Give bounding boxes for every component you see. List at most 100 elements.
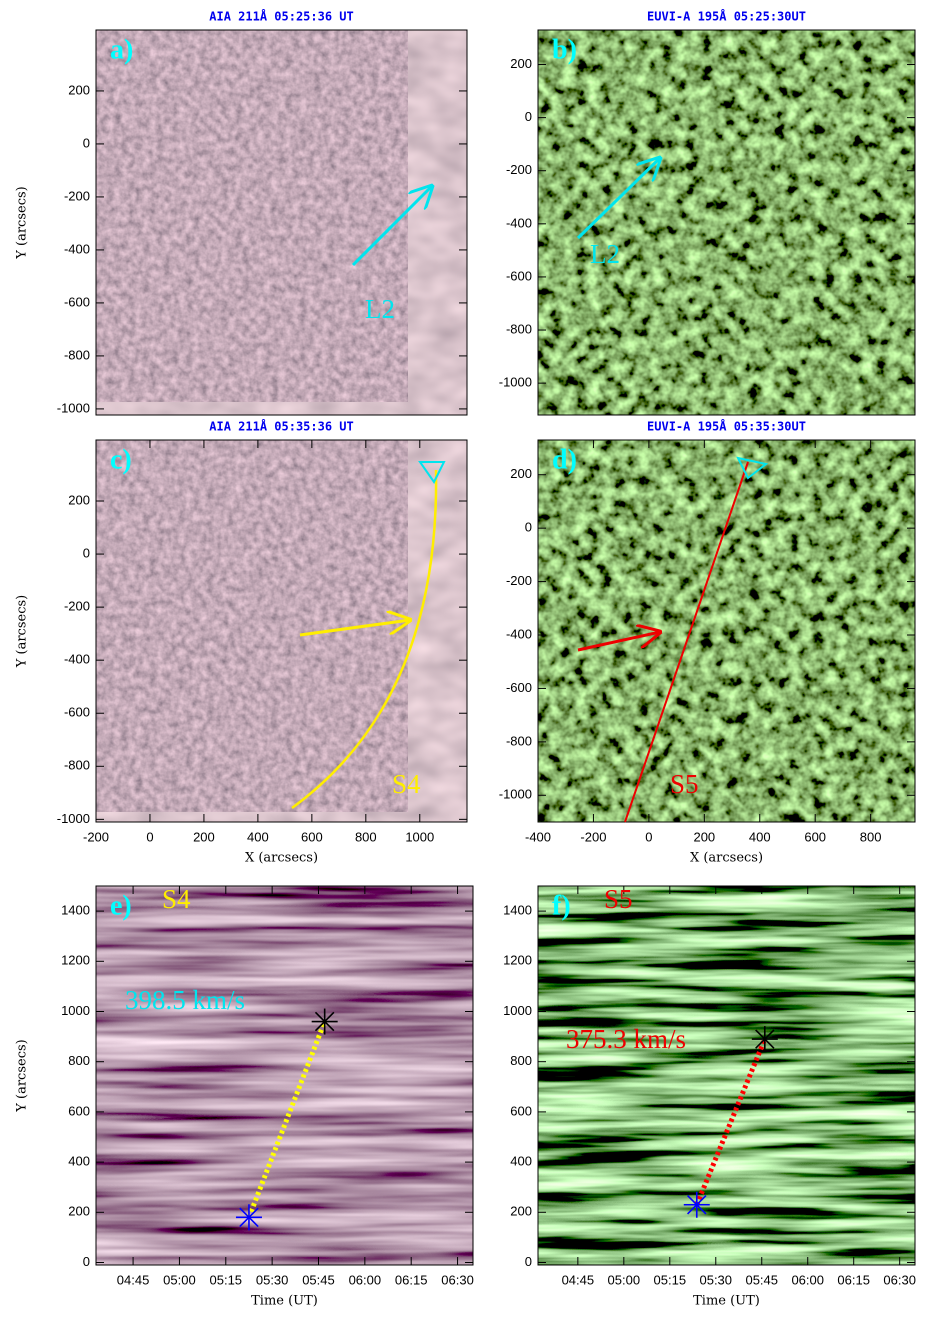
x-tick-label: 04:45 bbox=[117, 1272, 150, 1287]
image-background bbox=[538, 886, 915, 1265]
x-tick-label: 600 bbox=[301, 829, 323, 844]
image-background bbox=[538, 440, 915, 822]
star-marker bbox=[311, 1008, 338, 1035]
y-tick-label: 1400 bbox=[503, 903, 532, 918]
y-tick-label: 0 bbox=[83, 546, 90, 561]
y-tick-label: 1000 bbox=[61, 1003, 90, 1018]
y-axis-label: Y (arcsecs) bbox=[15, 595, 30, 668]
x-tick-label: 05:30 bbox=[699, 1272, 732, 1287]
y-tick-label: 1400 bbox=[61, 903, 90, 918]
y-tick-label: -800 bbox=[64, 347, 90, 362]
y-tick-label: -800 bbox=[506, 733, 532, 748]
plot-frame bbox=[537, 439, 916, 823]
y-tick-label: -400 bbox=[506, 215, 532, 230]
y-tick-label: 0 bbox=[525, 520, 532, 535]
x-axis-label: Time (UT) bbox=[251, 1294, 318, 1309]
x-axis-label: X (arcsecs) bbox=[245, 851, 318, 866]
y-tick-label: 800 bbox=[510, 1053, 532, 1068]
annotation: S5 bbox=[604, 884, 633, 914]
x-tick-label: 200 bbox=[693, 829, 715, 844]
y-tick-label: -400 bbox=[64, 241, 90, 256]
x-tick-label: 05:15 bbox=[210, 1272, 243, 1287]
panel-title: EUVI-A 195Å 05:35:30UT bbox=[647, 419, 806, 434]
y-tick-label: -1000 bbox=[57, 811, 90, 826]
star-stroke bbox=[755, 1029, 775, 1049]
annotation: S5 bbox=[670, 769, 699, 799]
x-tick-label: 06:00 bbox=[791, 1272, 824, 1287]
y-axis-label: Y (arcsecs) bbox=[15, 1039, 30, 1112]
y-tick-label: 1200 bbox=[503, 953, 532, 968]
x-tick-label: 05:00 bbox=[163, 1272, 196, 1287]
image-background bbox=[96, 886, 473, 1265]
x-tick-label: 0 bbox=[645, 829, 652, 844]
plot-frame bbox=[95, 885, 474, 1266]
x-tick-label: 05:15 bbox=[654, 1272, 687, 1287]
y-tick-label: -200 bbox=[506, 573, 532, 588]
panel-label: c) bbox=[110, 444, 132, 475]
y-axis-label: Y (arcsecs) bbox=[15, 186, 30, 259]
x-tick-label: -400 bbox=[525, 829, 551, 844]
arrow bbox=[577, 632, 660, 652]
panel-label: b) bbox=[552, 34, 577, 65]
y-tick-label: -1000 bbox=[499, 787, 532, 802]
x-tick-label: 06:15 bbox=[395, 1272, 428, 1287]
x-tick-label: 05:45 bbox=[745, 1272, 778, 1287]
y-tick-label: 1000 bbox=[503, 1003, 532, 1018]
y-tick-label: 200 bbox=[510, 466, 532, 481]
slit-start bbox=[418, 461, 446, 484]
annotation: 375.3 km/s bbox=[566, 1024, 686, 1054]
annotation: L2 bbox=[590, 239, 620, 269]
panel-title: AIA 211Å 05:25:36 UT bbox=[209, 9, 354, 24]
y-tick-label: 200 bbox=[68, 82, 90, 97]
panel-label: a) bbox=[110, 34, 133, 65]
y-tick-label: 0 bbox=[525, 1254, 532, 1269]
x-tick-label: 04:45 bbox=[562, 1272, 595, 1287]
x-tick-label: 05:00 bbox=[608, 1272, 641, 1287]
y-tick-label: 200 bbox=[68, 492, 90, 507]
star-stroke bbox=[239, 1207, 259, 1228]
star-marker bbox=[683, 1191, 710, 1218]
y-tick-label: 0 bbox=[83, 1254, 90, 1269]
star-stroke bbox=[687, 1195, 707, 1215]
y-tick-label: -600 bbox=[64, 705, 90, 720]
panel-label: e) bbox=[110, 890, 132, 921]
x-tick-label: -200 bbox=[580, 829, 606, 844]
star-stroke bbox=[314, 1011, 335, 1032]
panel-title: EUVI-A 195Å 05:25:30UT bbox=[647, 9, 806, 24]
y-tick-label: 600 bbox=[68, 1103, 90, 1118]
star-marker bbox=[235, 1204, 262, 1231]
y-tick-label: -600 bbox=[506, 680, 532, 695]
plot-frame bbox=[95, 29, 468, 416]
x-tick-label: -200 bbox=[83, 829, 109, 844]
x-tick-label: 06:15 bbox=[837, 1272, 870, 1287]
x-tick-label: 05:30 bbox=[256, 1272, 289, 1287]
x-axis-label: Time (UT) bbox=[693, 1294, 760, 1309]
y-tick-label: -400 bbox=[506, 626, 532, 641]
plot-frame bbox=[537, 885, 916, 1266]
arrow bbox=[299, 620, 410, 637]
y-tick-label: -600 bbox=[506, 268, 532, 283]
y-tick-label: 200 bbox=[510, 56, 532, 71]
arrow bbox=[576, 158, 660, 240]
plot-frame bbox=[537, 29, 916, 416]
x-tick-label: 800 bbox=[860, 829, 882, 844]
x-tick-label: 600 bbox=[804, 829, 826, 844]
plot-frame bbox=[95, 439, 468, 823]
panel-title: AIA 211Å 05:35:36 UT bbox=[209, 419, 354, 434]
y-tick-label: 200 bbox=[510, 1204, 532, 1219]
panel-label: d) bbox=[552, 444, 577, 475]
y-tick-label: 800 bbox=[68, 1053, 90, 1068]
y-tick-label: -200 bbox=[64, 188, 90, 203]
y-tick-label: -1000 bbox=[57, 400, 90, 415]
y-tick-label: 400 bbox=[510, 1154, 532, 1169]
image-background bbox=[538, 30, 915, 415]
axes-layer: AIA 211Å 05:25:36 UT -1000 -800 -600 -400 -20… bbox=[15, 9, 916, 1309]
slit-line bbox=[624, 461, 749, 823]
y-tick-label: -200 bbox=[64, 599, 90, 614]
x-tick-label: 06:30 bbox=[441, 1272, 474, 1287]
x-tick-label: 400 bbox=[247, 829, 269, 844]
arrow bbox=[351, 186, 432, 267]
y-tick-label: -800 bbox=[506, 321, 532, 336]
overlay-layer: L2 L2 S4 S5 S4 398.5 km/s S5 375.3 km/s … bbox=[110, 34, 778, 1231]
